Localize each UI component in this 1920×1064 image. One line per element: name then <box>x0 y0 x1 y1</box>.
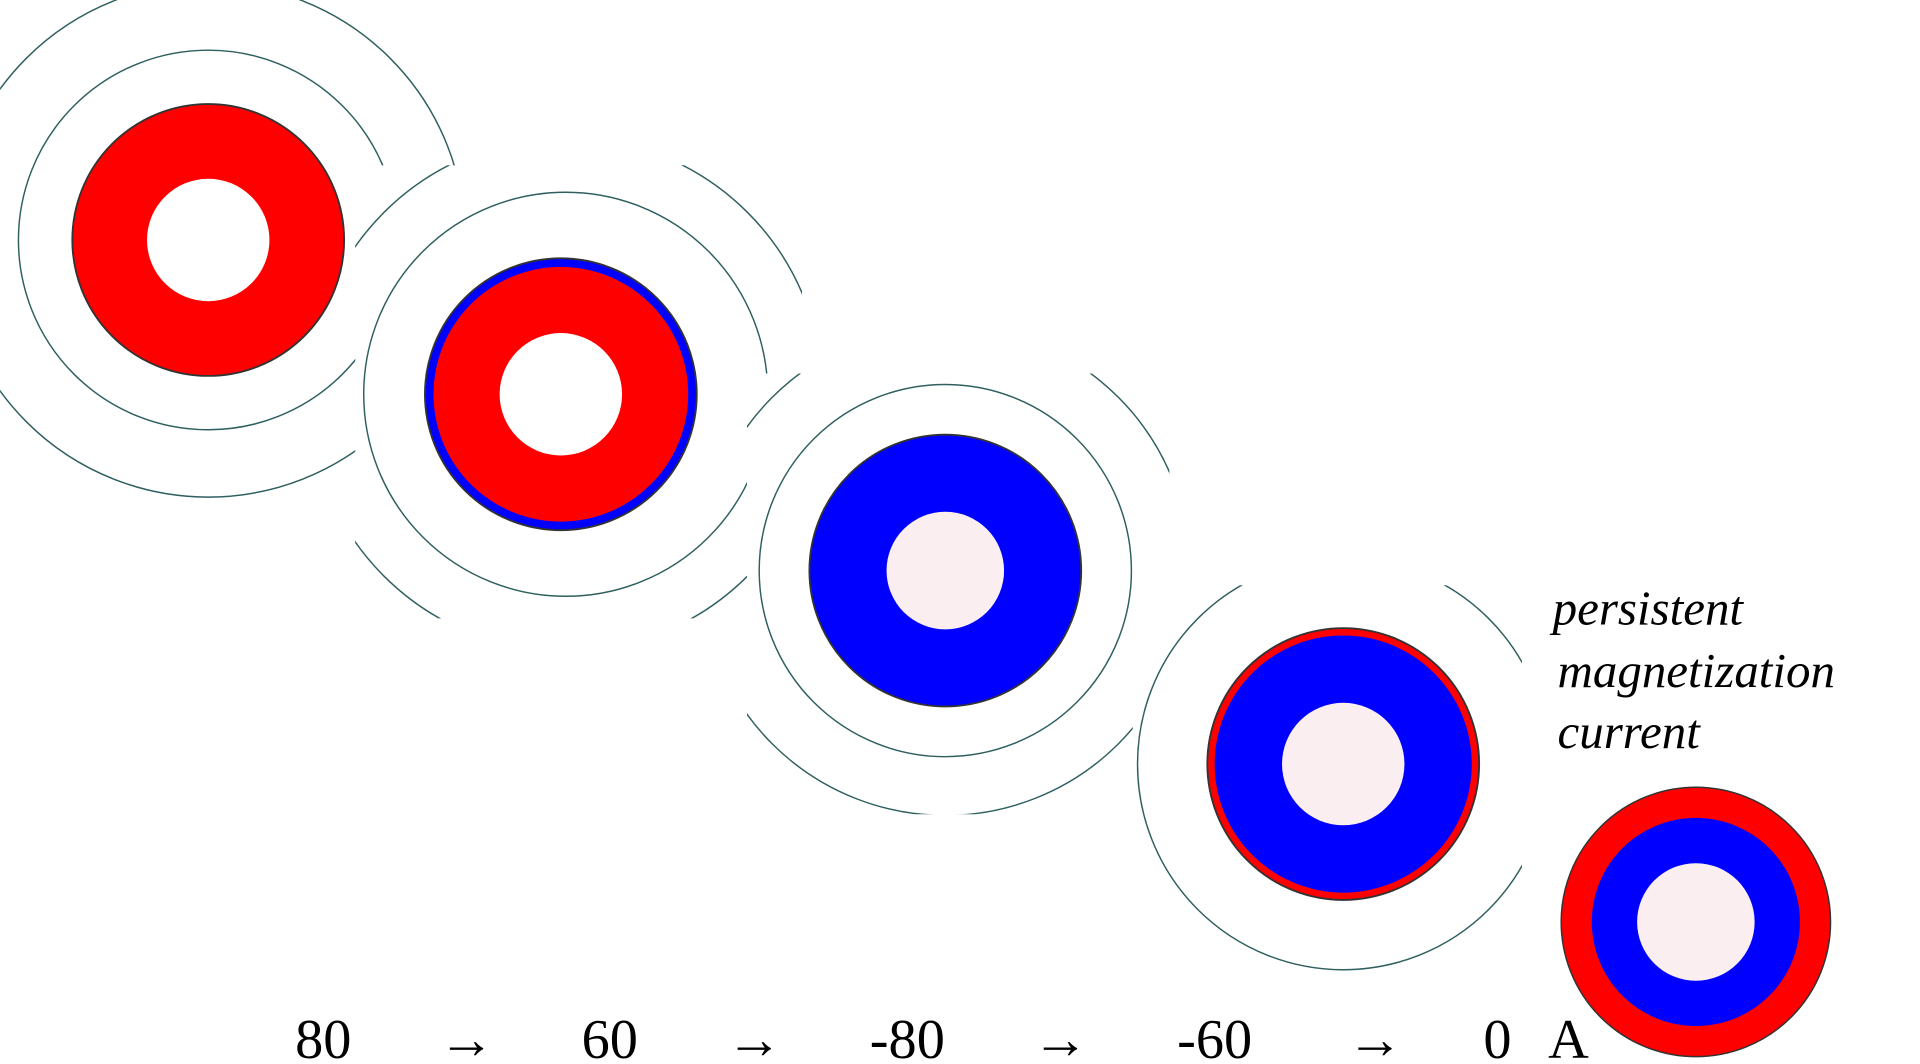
current-label: 0 <box>1483 1009 1511 1064</box>
current-label: -60 <box>1177 1009 1252 1064</box>
current-label: 60 <box>582 1009 638 1064</box>
panel-neg60 <box>1133 558 1549 974</box>
arrow: → <box>1347 1009 1403 1064</box>
panel-60 <box>309 137 823 651</box>
arrow: → <box>726 1009 782 1064</box>
annotation-line: persistent <box>1550 580 1745 635</box>
current-label: -80 <box>870 1009 945 1064</box>
unit-label: A <box>1548 1009 1589 1064</box>
arrow: → <box>438 1009 494 1064</box>
annotation-line: magnetization <box>1558 643 1835 698</box>
arrow: → <box>1032 1009 1088 1064</box>
panel-neg80 <box>700 326 1190 816</box>
annotation-line: current <box>1558 704 1702 759</box>
current-label: 80 <box>295 1009 351 1064</box>
panel-0 <box>1561 787 1830 1056</box>
figure: persistent magnetization current 80 → 60… <box>0 0 1920 1064</box>
